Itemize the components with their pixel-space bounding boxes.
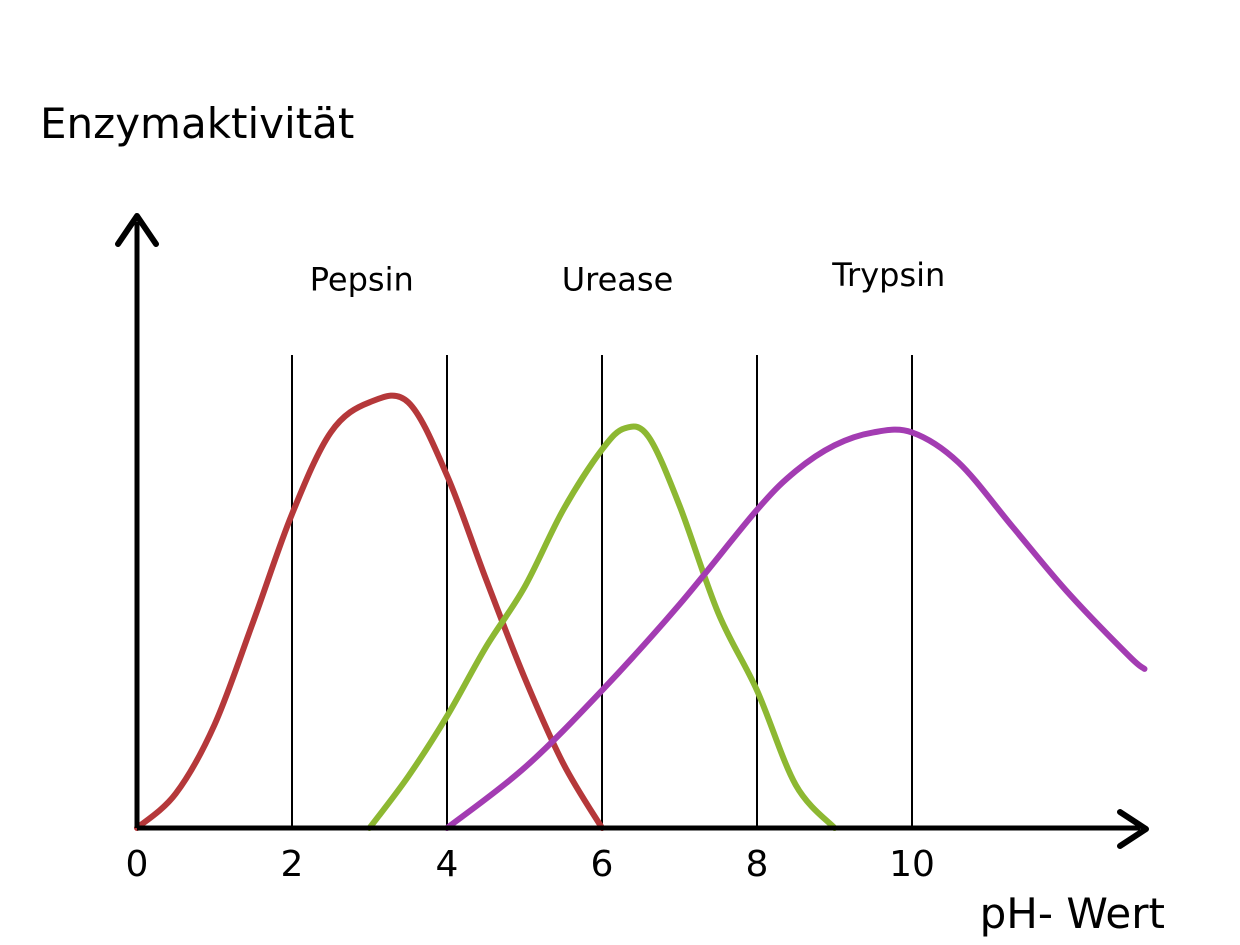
x-axis-arrowhead <box>1117 809 1149 849</box>
series-line-urease <box>366 423 838 831</box>
x-tick-label-10: 10 <box>889 844 935 885</box>
y-axis-title: Enzymaktivität <box>40 99 354 148</box>
x-tick-labels: 0 2 4 6 8 10 <box>126 844 935 885</box>
x-tick-label-6: 6 <box>591 844 614 885</box>
series-line-pepsin <box>134 392 605 831</box>
x-tick-label-8: 8 <box>746 844 769 885</box>
gridlines <box>291 355 913 828</box>
curve-label-urease: Urease <box>562 261 674 299</box>
curve-labels: Pepsin Urease Trypsin <box>310 256 946 298</box>
x-axis-title: pH- Wert <box>980 889 1165 938</box>
x-tick-label-4: 4 <box>436 844 459 885</box>
axes <box>115 213 1149 849</box>
curve-label-pepsin: Pepsin <box>310 261 414 299</box>
series-line-trypsin <box>444 426 1148 831</box>
y-axis-arrowhead <box>115 213 159 247</box>
x-tick-label-2: 2 <box>281 844 304 885</box>
curve-label-trypsin: Trypsin <box>831 256 945 294</box>
series-group <box>134 392 1148 831</box>
x-tick-label-0: 0 <box>126 844 149 885</box>
